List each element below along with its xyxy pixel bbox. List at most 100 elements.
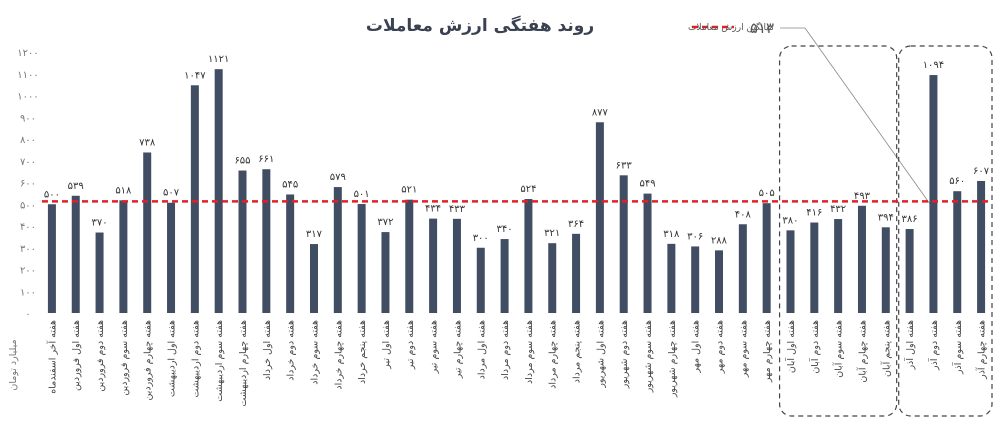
category-label: هفته سوم فروردین [119,320,130,396]
bar [71,195,80,313]
value-label: ۱۰۹۴ [923,60,944,71]
bar [881,227,890,313]
value-label: ۱۱۲۱ [208,54,229,65]
average-value-label: ۵۱۳ [750,19,774,37]
bar [524,199,533,313]
category-label: هفته پنجم خرداد [357,320,368,384]
value-label: ۵۷۹ [330,172,346,183]
y-tick-label: ۳۰۰ [20,244,36,255]
category-label: هفته آخر اسفندماه [45,320,58,394]
value-label: ۷۳۸ [139,137,156,148]
y-tick-label: ۴۰۰ [20,222,36,233]
bar [810,222,819,313]
value-label: ۳۹۴ [878,212,894,223]
category-label: هفته دوم فروردین [95,320,106,392]
bar [47,204,56,313]
category-label: هفته اول فروردین [71,320,82,391]
value-label: ۴۳۴ [425,204,441,215]
bar [977,180,986,313]
bars [47,69,986,314]
bar [167,202,176,313]
bar [953,191,962,313]
value-label: ۵۰۵ [759,188,775,199]
y-axis-ticks: ۰ ۱۰۰ ۲۰۰ ۳۰۰ ۴۰۰ ۵۰۰ ۶۰۰ ۷۰۰ ۸۰۰ ۹۰۰ ۱۰۰۰ ۱۱۰۰ ۱۲۰۰ [17,48,38,320]
category-label: هفته دوم آذر [927,320,940,371]
value-label: ۶۳۳ [616,160,633,171]
value-label: ۱۰۴۷ [184,70,206,81]
y-tick-label: ۰ [25,309,30,320]
value-label: ۵۶۰ [949,176,965,187]
category-labels: هفته آخر اسفندماه هفته اول فروردین هفته دو… [45,320,987,407]
y-tick-label: ۹۰۰ [20,113,36,124]
average-callout-diagonal [804,27,931,205]
y-tick-label: ۶۰۰ [20,179,36,190]
value-label: ۸۷۷ [592,107,609,118]
category-label: هفته چهارم آذر [975,320,988,380]
value-label: ۳۰۶ [687,231,703,242]
value-label: ۴۳۲ [830,204,846,215]
category-label: هفته چهارم مهر [762,320,773,383]
bar [262,169,271,313]
category-label: هفته سوم اردیبهشت [214,320,225,402]
value-label: ۳۷۲ [377,217,393,228]
category-label: هفته دوم مرداد [500,320,511,380]
value-label: ۶۶۱ [258,154,274,165]
category-label: هفته دوم اردیبهشت [190,320,201,398]
category-label: هفته سوم مرداد [524,320,535,384]
value-label: ۳۴۰ [497,224,513,235]
category-label: هفته چهارم خرداد [333,320,344,390]
category-label: هفته سوم تیر [429,320,440,374]
category-label: هفته اول آذر [903,320,916,370]
bar [381,232,390,313]
value-label: ۴۳۳ [449,204,466,215]
bar [452,218,461,313]
bar [405,199,414,313]
bar [95,232,104,313]
value-label: ۶۰۷ [973,166,990,177]
bar [286,194,295,313]
bar [786,230,795,313]
category-label: هفته اول آبان [784,320,797,373]
bar [738,224,747,313]
category-label: هفته دوم شهریور [619,320,630,389]
y-tick-label: ۵۰۰ [20,200,36,211]
highlight-box-1 [898,45,993,417]
value-label: ۳۰۰ [473,233,489,244]
bar [595,122,604,313]
value-label: ۵۳۹ [68,181,84,192]
y-tick-label: ۸۰۰ [20,135,36,146]
category-label: هفته چهارم مرداد [548,320,559,389]
category-label: هفته چهارم فروردین [143,320,154,401]
value-label: ۵۱۸ [115,185,132,196]
bar [857,205,866,313]
category-label: هفته اول خرداد [262,320,273,380]
y-axis-label: میلیارد تومان [8,339,19,390]
category-label: هفته سوم مهر [738,320,749,378]
bar [429,218,438,313]
value-label: ۳۷۰ [92,218,108,229]
value-label: ۵۰۱ [354,189,370,200]
category-label: هفته چهارم اردیبهشت [238,320,249,407]
value-label: ۵۲۴ [520,184,536,195]
category-label: هفته دوم تیر [405,320,416,370]
highlight-groups [778,45,993,417]
category-label: هفته سوم شهریور [643,320,654,393]
bar [190,85,199,313]
y-tick-label: ۱۲۰۰ [17,48,38,59]
bar [357,204,366,313]
bar [715,250,724,313]
value-label: ۵۴۵ [282,179,298,190]
category-label: هفته پنجم آبان [879,320,892,377]
y-tick-label: ۱۰۰۰ [17,92,38,103]
bar [572,233,581,313]
bar [762,203,771,313]
bar [476,247,485,313]
category-label: هفته اول مهر [691,320,702,374]
bar [333,187,342,313]
category-label: هفته اول اردیبهشت [167,320,178,397]
bar [238,170,247,313]
value-label: ۳۱۷ [306,229,323,240]
y-tick-label: ۲۰۰ [20,266,36,277]
